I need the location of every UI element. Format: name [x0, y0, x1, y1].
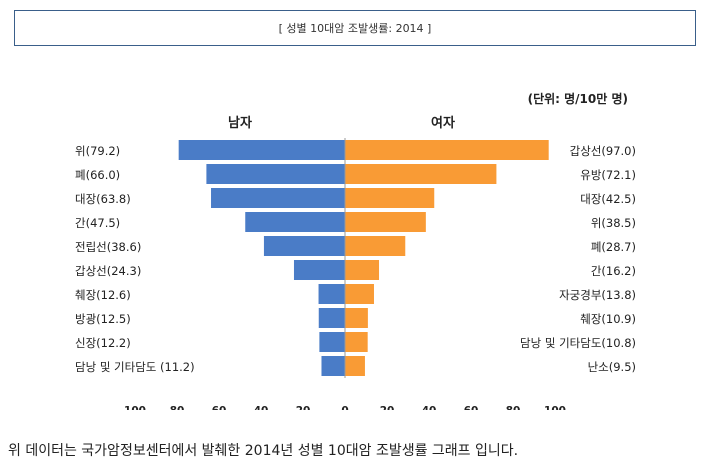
bar-male [318, 308, 345, 328]
label-male: 위(79.2) [75, 144, 120, 158]
x-tick-label: 60 [212, 405, 227, 410]
x-tick-label: 20 [380, 405, 395, 410]
bar-female [345, 164, 497, 184]
bar-male [206, 164, 345, 184]
label-female: 유방(72.1) [580, 168, 636, 182]
x-tick-label: 20 [296, 405, 311, 410]
bar-female [345, 260, 380, 280]
x-tick-label: 100 [544, 405, 566, 410]
bar-female [345, 308, 368, 328]
unit-label: (단위: 명/10만 명) [528, 91, 628, 106]
bar-male [321, 356, 345, 376]
label-male: 전립선(38.6) [75, 240, 141, 254]
x-tick-label: 40 [422, 405, 437, 410]
label-male: 대장(63.8) [75, 192, 131, 206]
bar-male [318, 284, 345, 304]
bar-male [211, 188, 345, 208]
label-female: 간(16.2) [591, 264, 636, 278]
bar-female [345, 284, 374, 304]
label-female: 췌장(10.9) [580, 312, 636, 326]
bar-female [345, 212, 426, 232]
label-male: 갑상선(24.3) [75, 264, 141, 278]
label-female: 갑상선(97.0) [570, 144, 636, 158]
bar-female [345, 332, 368, 352]
bar-male [263, 236, 345, 256]
bar-female [345, 236, 406, 256]
bar-female [345, 140, 549, 160]
label-male: 폐(66.0) [75, 168, 120, 182]
label-female: 폐(28.7) [591, 240, 636, 254]
label-male: 방광(12.5) [75, 312, 131, 326]
legend-female: 여자 [431, 115, 455, 131]
bar-female [345, 188, 435, 208]
population-pyramid-chart: (단위: 명/10만 명) 남자 여자위(79.2) 갑상선(97.0) 폐(66.0)… [75, 91, 636, 410]
chart-title-box: [ 성별 10대암 조발생률: 2014 ] [14, 10, 696, 46]
label-female: 대장(42.5) [580, 192, 636, 206]
x-tick-label: 100 [124, 405, 146, 410]
bar-male [245, 212, 345, 232]
label-male: 신장(12.2) [75, 336, 131, 350]
caption-text: 위 데이터는 국가암정보센터에서 발췌한 2014년 성별 10대암 조발생률 … [8, 443, 519, 459]
x-tick-label: 40 [254, 405, 269, 410]
label-female: 담낭 및 기타담도(10.8) [520, 336, 636, 350]
legend-male: 남자 [228, 115, 252, 131]
bar-male [319, 332, 345, 352]
x-tick-label: 0 [341, 405, 348, 410]
label-female: 자궁경부(13.8) [559, 288, 636, 302]
x-tick-label: 80 [506, 405, 521, 410]
x-tick-label: 80 [170, 405, 185, 410]
label-female: 위(38.5) [591, 216, 636, 230]
label-male: 간(47.5) [75, 216, 120, 230]
x-tick-label: 60 [464, 405, 479, 410]
bar-male [293, 260, 345, 280]
chart-title: [ 성별 10대암 조발생률: 2014 ] [278, 22, 432, 35]
label-male: 췌장(12.6) [75, 288, 131, 302]
label-male: 담낭 및 기타담도 (11.2) [75, 360, 195, 374]
bar-male [178, 140, 345, 160]
label-female: 난소(9.5) [588, 360, 636, 374]
bar-female [345, 356, 365, 376]
